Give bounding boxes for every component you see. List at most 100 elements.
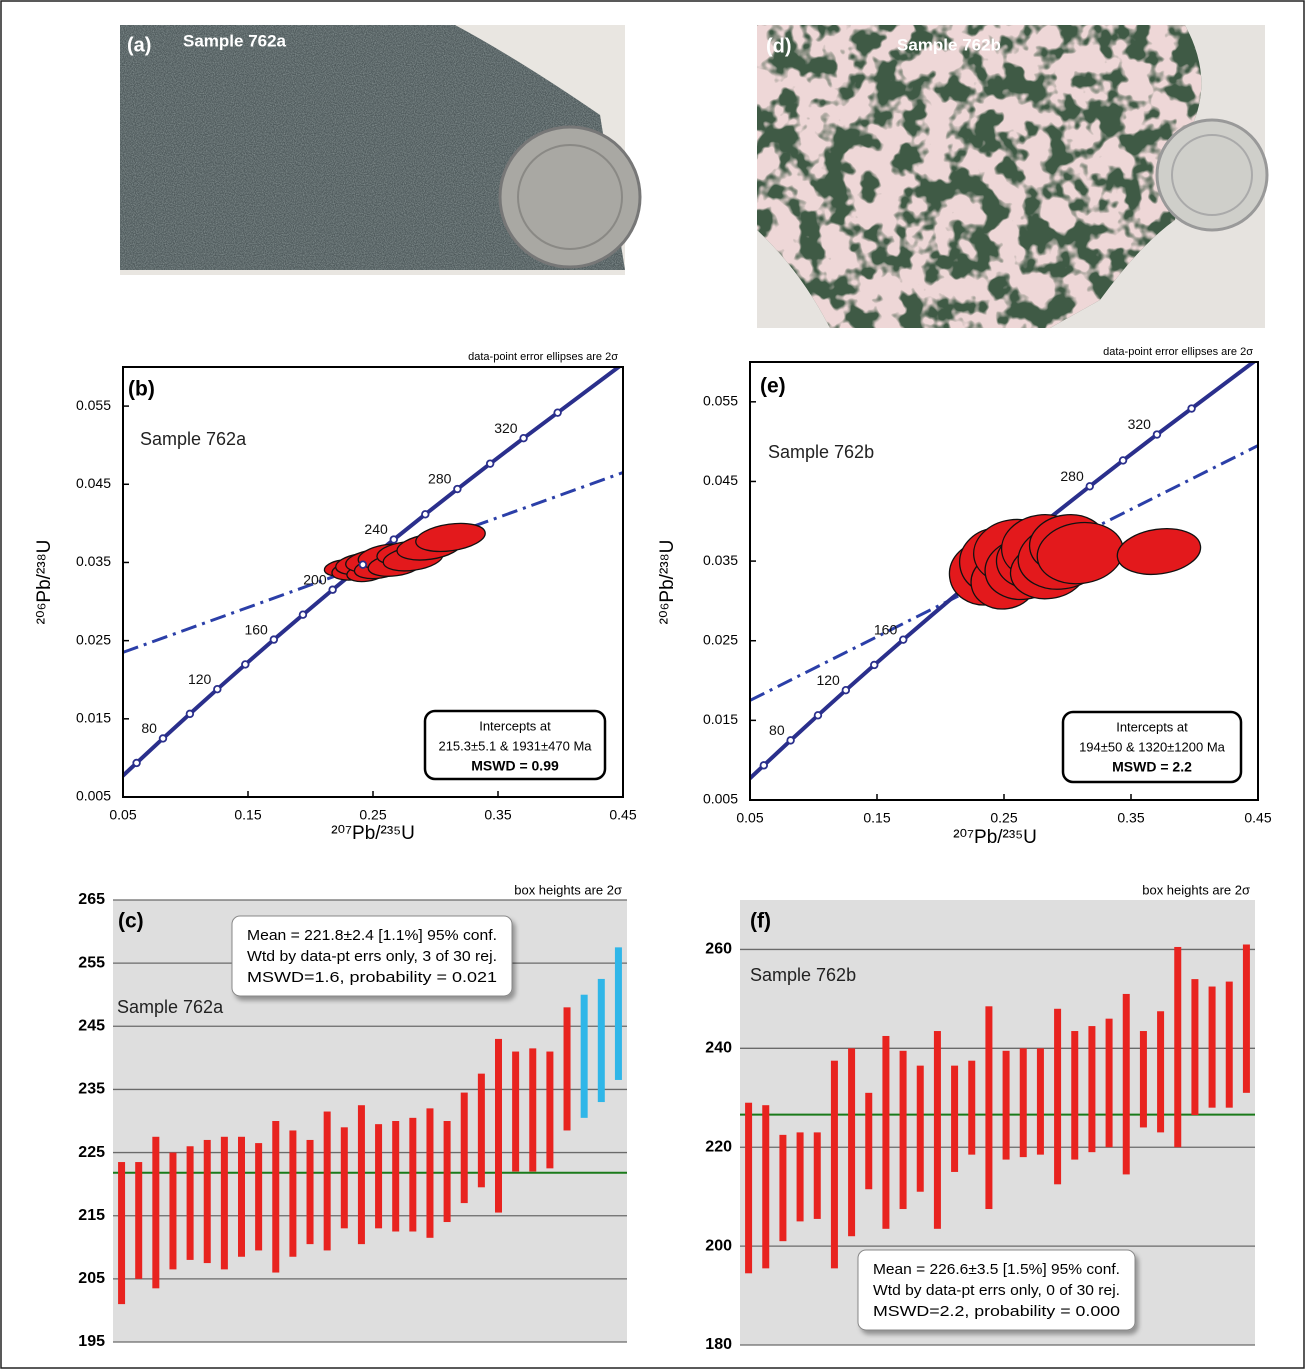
y-tick-label: 225 bbox=[78, 1144, 105, 1161]
x-tick-label: 0.05 bbox=[736, 810, 763, 826]
intercept-text: 194±50 & 1320±1200 Ma bbox=[1079, 739, 1226, 754]
age-marker bbox=[761, 762, 768, 769]
error-box bbox=[762, 1105, 769, 1268]
error-box bbox=[204, 1140, 211, 1263]
y-tick-label: 260 bbox=[705, 941, 732, 958]
age-marker bbox=[1120, 457, 1127, 464]
intercept-text: MSWD = 2.2 bbox=[1112, 759, 1192, 775]
error-box bbox=[865, 1093, 872, 1189]
error-box bbox=[529, 1048, 536, 1171]
y-tick-label: 245 bbox=[78, 1018, 105, 1035]
error-box bbox=[409, 1118, 416, 1232]
age-marker bbox=[214, 686, 221, 693]
y-tick-label: 0.025 bbox=[703, 631, 738, 647]
y-tick-label: 215 bbox=[78, 1207, 105, 1224]
sample-label: Sample 762a bbox=[140, 429, 247, 449]
y-tick-label: 0.025 bbox=[76, 631, 111, 647]
error-box bbox=[1140, 1031, 1147, 1127]
age-marker bbox=[242, 661, 249, 668]
error-box bbox=[1191, 979, 1198, 1115]
error-box bbox=[917, 1066, 924, 1192]
coin bbox=[1157, 120, 1267, 230]
age-marker bbox=[871, 662, 878, 669]
error-box bbox=[341, 1127, 348, 1228]
age-label: 80 bbox=[769, 722, 785, 738]
error-box bbox=[615, 947, 622, 1080]
error-box bbox=[745, 1103, 752, 1274]
error-box bbox=[152, 1137, 159, 1289]
error-box bbox=[779, 1135, 786, 1241]
error-box bbox=[461, 1093, 468, 1204]
error-box bbox=[272, 1121, 279, 1273]
age-label: 240 bbox=[364, 521, 388, 537]
age-marker bbox=[487, 460, 494, 467]
error-box bbox=[1054, 1009, 1061, 1185]
error-box bbox=[848, 1048, 855, 1236]
panel-label: (d) bbox=[766, 35, 792, 57]
error-box bbox=[1174, 947, 1181, 1147]
age-marker bbox=[454, 486, 461, 493]
sample-label: Sample 762a bbox=[117, 997, 224, 1017]
error-box bbox=[118, 1162, 125, 1304]
y-tick-label: 240 bbox=[705, 1040, 732, 1057]
note: data-point error ellipses are 2σ bbox=[468, 351, 618, 363]
concordia-chart: 0.0050.0150.0250.0350.0450.0550.050.150.… bbox=[657, 305, 1305, 866]
y-tick-label: 0.035 bbox=[76, 553, 111, 569]
error-box bbox=[598, 979, 605, 1102]
error-box bbox=[444, 1121, 451, 1222]
panel-label: (c) bbox=[118, 910, 144, 933]
error-box bbox=[814, 1132, 821, 1219]
age-marker bbox=[1154, 431, 1161, 438]
age-label: 120 bbox=[188, 671, 212, 687]
error-box bbox=[307, 1140, 314, 1244]
age-marker bbox=[360, 561, 367, 568]
stats-text: Wtd by data-pt errs only, 0 of 30 rej. bbox=[873, 1282, 1120, 1299]
error-box bbox=[512, 1052, 519, 1172]
x-tick-label: 0.05 bbox=[109, 807, 136, 823]
error-box bbox=[1226, 982, 1233, 1108]
y-tick-label: 235 bbox=[78, 1081, 105, 1098]
sample-label: Sample 762a bbox=[183, 31, 287, 50]
y-tick-label: 0.015 bbox=[703, 711, 738, 727]
error-box bbox=[1088, 1026, 1095, 1152]
age-marker bbox=[133, 760, 140, 767]
error-box bbox=[289, 1130, 296, 1256]
error-box bbox=[581, 995, 588, 1118]
y-tick-label: 265 bbox=[78, 891, 105, 908]
sample-label: Sample 762b bbox=[768, 442, 874, 462]
photo-a: (a) Sample 762a bbox=[120, 25, 640, 275]
y-tick-label: 0.005 bbox=[703, 791, 738, 807]
panel-label: (b) bbox=[128, 378, 155, 401]
error-box bbox=[1209, 987, 1216, 1108]
age-marker bbox=[815, 712, 822, 719]
intercept-text: Intercepts at bbox=[479, 718, 551, 733]
age-label: 320 bbox=[494, 420, 518, 436]
error-box bbox=[1243, 945, 1250, 1093]
age-marker bbox=[1086, 483, 1093, 490]
y-tick-label: 0.045 bbox=[76, 475, 111, 491]
x-tick-label: 0.35 bbox=[1117, 810, 1144, 826]
page: (a) Sample 762a (d) Sample 762b 0.005 0.0… bbox=[0, 0, 1305, 1369]
stats-text: MSWD=1.6, probability = 0.021 bbox=[247, 969, 497, 986]
error-box bbox=[1106, 1019, 1113, 1148]
error-box bbox=[255, 1143, 262, 1250]
age-label: 120 bbox=[816, 672, 840, 688]
age-label: 80 bbox=[141, 720, 157, 736]
error-box bbox=[135, 1162, 142, 1279]
stats-text: Wtd by data-pt errs only, 3 of 30 rej. bbox=[247, 948, 497, 965]
y-tick-label: 200 bbox=[705, 1237, 732, 1254]
y-tick-label: 220 bbox=[705, 1138, 732, 1155]
photo-d: (d) Sample 762b bbox=[757, 25, 1267, 328]
note: box heights are 2σ bbox=[1142, 882, 1250, 897]
y-tick-label: 195 bbox=[78, 1333, 105, 1350]
error-box bbox=[392, 1121, 399, 1232]
error-box bbox=[985, 1006, 992, 1209]
y-tick-label: 0.035 bbox=[703, 552, 738, 568]
error-box bbox=[221, 1137, 228, 1270]
age-label: 160 bbox=[874, 621, 898, 637]
error-box bbox=[934, 1031, 941, 1229]
age-label: 320 bbox=[1128, 416, 1152, 432]
error-box bbox=[1020, 1048, 1027, 1157]
x-tick-label: 0.15 bbox=[863, 810, 890, 826]
